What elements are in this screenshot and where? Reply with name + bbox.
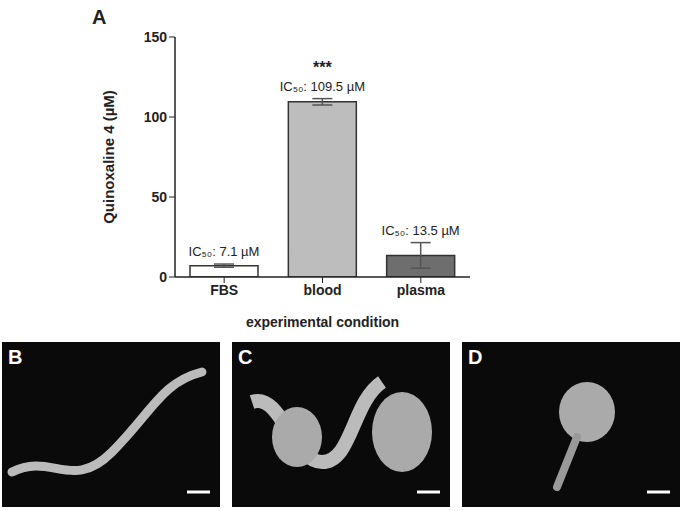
svg-text:0: 0 bbox=[159, 269, 167, 285]
svg-text:150: 150 bbox=[144, 29, 168, 45]
svg-text:plasma: plasma bbox=[397, 282, 445, 298]
svg-text:experimental condition: experimental condition bbox=[246, 314, 399, 330]
html-text:D: D bbox=[468, 346, 483, 368]
html-text:C: C bbox=[238, 346, 253, 368]
svg-text:Quinoxaline 4 (µM): Quinoxaline 4 (µM) bbox=[100, 90, 117, 224]
svg-text:FBS: FBS bbox=[210, 282, 238, 298]
svg-text:100: 100 bbox=[144, 109, 168, 125]
svg-text:50: 50 bbox=[151, 189, 167, 205]
svg-text:***: *** bbox=[313, 59, 332, 76]
html-text:B: B bbox=[8, 346, 23, 368]
html-text:A: A bbox=[92, 6, 107, 28]
svg-text:IC₅₀: 7.1 µM: IC₅₀: 7.1 µM bbox=[189, 244, 260, 259]
svg-text:IC₅₀: 109.5 µM: IC₅₀: 109.5 µM bbox=[280, 79, 365, 94]
svg-text:blood: blood bbox=[303, 282, 341, 298]
svg-text:IC₅₀: 13.5 µM: IC₅₀: 13.5 µM bbox=[382, 223, 460, 238]
